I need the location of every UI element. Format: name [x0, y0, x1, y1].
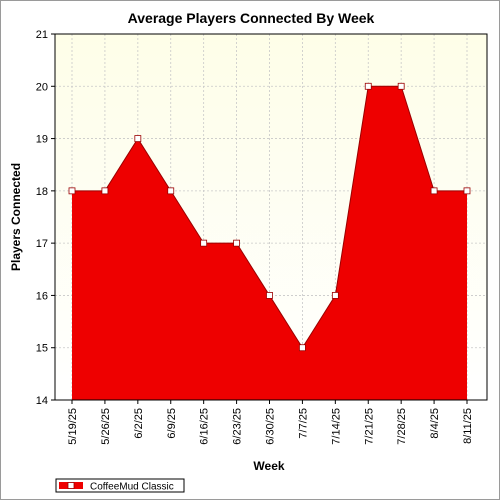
data-point — [134, 135, 142, 142]
chart-title: Average Players Connected By Week — [128, 10, 375, 26]
x-tick-label: 7/28/25 — [396, 408, 408, 445]
legend: CoffeeMud Classic — [55, 478, 185, 493]
legend-marker — [67, 482, 75, 489]
data-point — [266, 292, 273, 299]
y-tick-label: 15 — [36, 343, 48, 355]
x-tick-label: 5/19/25 — [67, 408, 79, 445]
data-point — [364, 82, 372, 90]
legend-label: CoffeeMud Classic — [90, 482, 174, 493]
data-point — [463, 187, 471, 195]
legend-box — [55, 478, 185, 493]
y-tick-label: 21 — [36, 29, 48, 41]
x-tick-label: 6/16/25 — [199, 408, 211, 445]
y-tick-label: 14 — [36, 395, 48, 407]
y-tick-label: 16 — [36, 290, 48, 302]
x-tick-label: 8/11/25 — [462, 408, 474, 444]
y-axis-label: Players Connected — [9, 163, 23, 271]
x-tick-label: 6/2/25 — [133, 408, 145, 439]
data-point — [430, 187, 438, 195]
y-tick-label: 17 — [36, 238, 48, 250]
x-axis-label: Week — [253, 459, 284, 473]
y-tick-label: 19 — [36, 134, 48, 146]
x-tick-label: 5/26/25 — [100, 408, 112, 445]
plot-border — [54, 33, 488, 401]
x-tick-label: 7/7/25 — [297, 408, 309, 439]
data-point — [167, 187, 175, 195]
data-point — [200, 239, 208, 247]
data-point — [299, 344, 306, 352]
data-point — [101, 187, 109, 195]
data-point — [397, 82, 405, 90]
data-point — [68, 187, 76, 195]
x-tick-label: 6/23/25 — [232, 408, 244, 445]
y-tick-label: 18 — [36, 186, 48, 198]
x-tick-label: 8/4/25 — [429, 408, 441, 439]
data-point — [331, 292, 339, 299]
x-tick-label: 6/30/25 — [265, 408, 277, 445]
x-tick-label: 6/9/25 — [166, 408, 178, 439]
series-area — [72, 86, 467, 401]
y-tick-label: 20 — [36, 81, 48, 93]
plot-area: 14 15 16 17 18 19 20 21 5/19/25 5/26/25 6/2/25 6/9/… — [36, 29, 488, 445]
x-tick-label: 7/14/25 — [330, 408, 342, 445]
x-tick-label: 7/21/25 — [363, 408, 375, 445]
data-point — [233, 239, 240, 247]
